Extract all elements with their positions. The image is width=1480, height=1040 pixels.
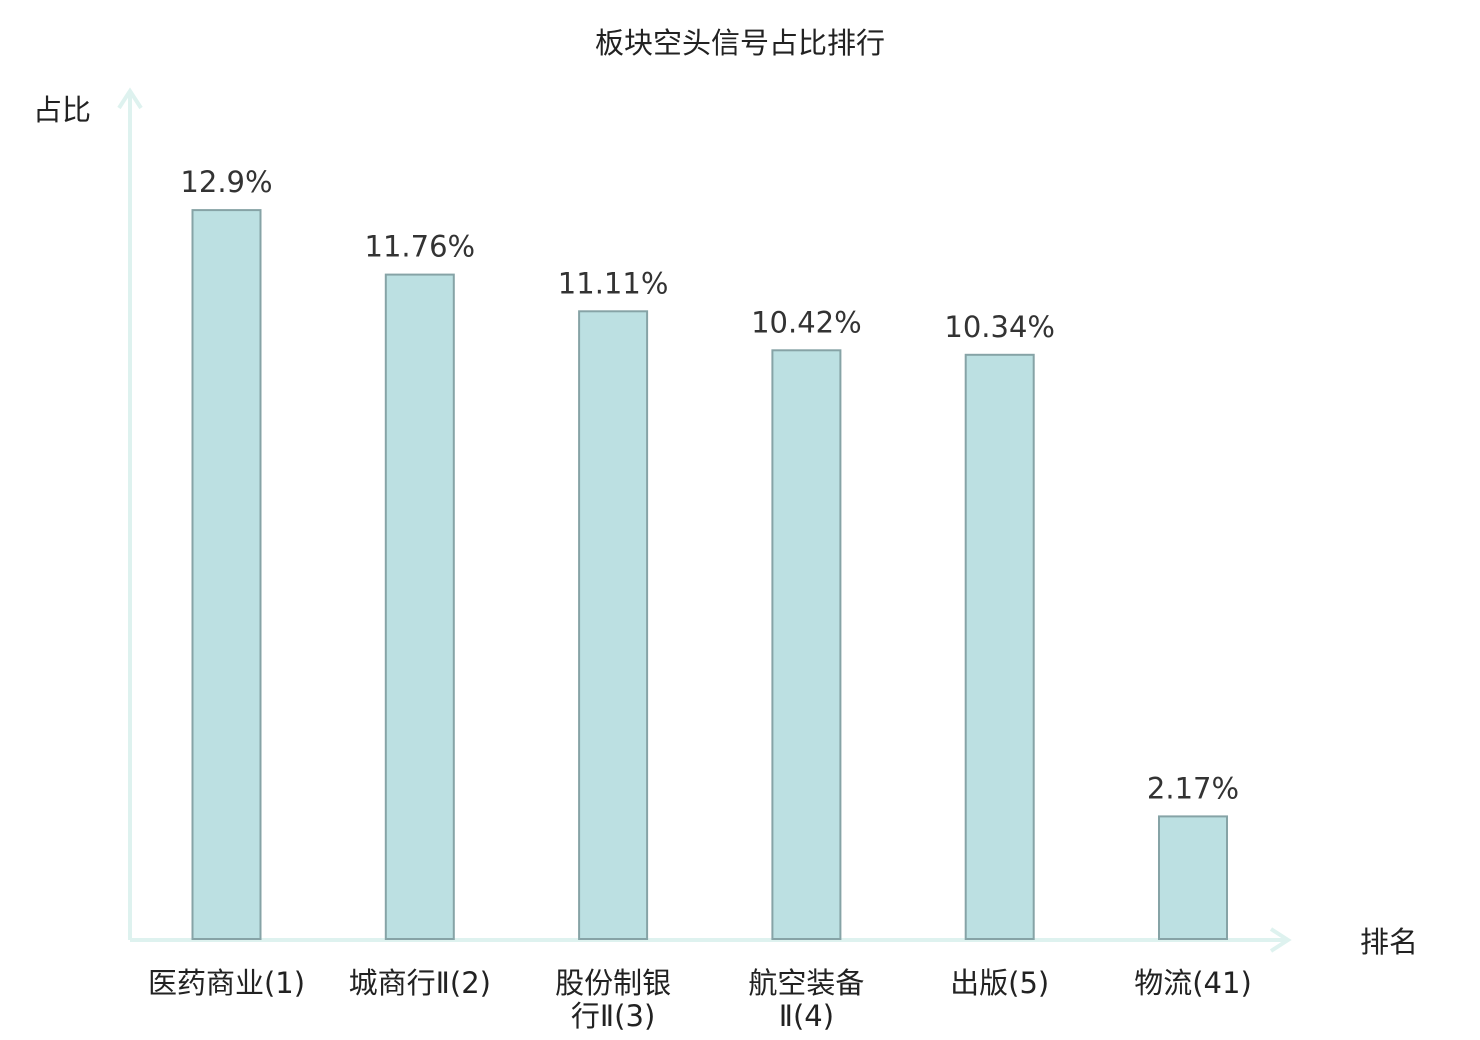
- bar-value-label: 10.42%: [751, 305, 862, 339]
- bar-value-label: 12.9%: [180, 165, 272, 199]
- category-label-line: 航空装备: [748, 966, 864, 1000]
- bar: [578, 310, 649, 940]
- bar: [771, 349, 842, 940]
- category-label-line: 物流(41): [1134, 966, 1252, 1000]
- category-label: 出版(5): [950, 966, 1049, 1000]
- bar-value-label: 2.17%: [1147, 771, 1239, 805]
- bar-value-label: 11.76%: [365, 230, 476, 264]
- x-axis: [130, 927, 1292, 953]
- bar: [384, 273, 455, 941]
- y-axis-arrow: [117, 87, 143, 110]
- bars-group: [191, 209, 1228, 941]
- category-label: 物流(41): [1134, 966, 1252, 1000]
- category-label: 航空装备 Ⅱ(4): [748, 966, 864, 1033]
- category-label-line: 城商行Ⅱ(2): [349, 966, 491, 1000]
- value-labels-group: 12.9% 11.76% 11.11% 10.42% 10.34% 2.17%: [180, 165, 1239, 805]
- category-labels-group: 医药商业(1) 城商行Ⅱ(2) 股份制银行Ⅱ(3) 航空装备 Ⅱ(4) 出版(5) 物流(4…: [148, 966, 1252, 1033]
- bar: [191, 209, 262, 941]
- x-axis-arrow: [1269, 927, 1292, 953]
- bar: [964, 353, 1035, 940]
- category-label-line: Ⅱ(4): [779, 999, 834, 1033]
- category-label-line: 股份制银: [555, 966, 671, 1000]
- y-axis: [117, 87, 143, 940]
- category-label-line: 行Ⅱ(3): [571, 999, 655, 1033]
- category-label-line: 医药商业(1): [148, 966, 305, 1000]
- bar-value-label: 10.34%: [944, 310, 1055, 344]
- bar-value-label: 11.11%: [558, 266, 669, 300]
- bar: [1158, 815, 1228, 941]
- category-label-line: 出版(5): [950, 966, 1049, 1000]
- chart-title: 板块空头信号占比排行: [595, 26, 885, 60]
- y-axis-label: 占比: [33, 93, 91, 127]
- category-label: 城商行Ⅱ(2): [349, 966, 491, 1000]
- x-axis-label: 排名: [1360, 925, 1418, 959]
- category-label: 医药商业(1): [148, 966, 305, 1000]
- category-label: 股份制银行Ⅱ(3): [555, 966, 671, 1033]
